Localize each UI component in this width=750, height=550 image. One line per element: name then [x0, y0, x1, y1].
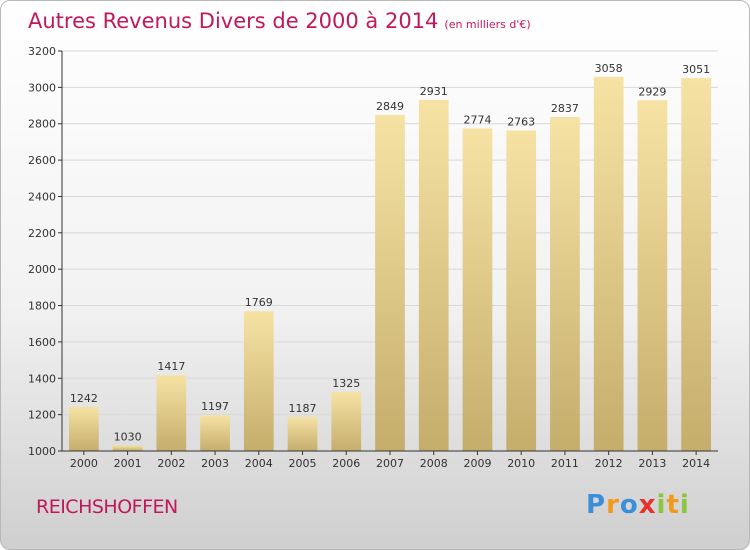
bar-2006	[331, 391, 362, 451]
y-tick-label: 3000	[28, 81, 56, 94]
data-label: 2763	[507, 115, 535, 128]
logo-letter: i	[679, 490, 690, 520]
x-tick-label: 2012	[595, 457, 623, 470]
data-label: 1030	[114, 431, 142, 444]
bar-2013	[637, 100, 668, 451]
bar-2009	[462, 128, 493, 452]
y-tick-label: 1600	[28, 336, 56, 349]
x-tick-label: 2000	[70, 457, 98, 470]
x-tick-label: 2006	[332, 457, 360, 470]
x-tick-label: 2013	[638, 457, 666, 470]
bar-2012	[593, 76, 624, 452]
y-tick-label: 2400	[28, 190, 56, 203]
x-tick-label: 2005	[289, 457, 317, 470]
x-tick-label: 2003	[201, 457, 229, 470]
proxiti-logo: Proxiti	[586, 490, 690, 520]
logo-letter: P	[586, 490, 607, 520]
y-tick-label: 3200	[28, 45, 56, 58]
logo-letter: r	[606, 490, 620, 520]
y-tick-label: 2600	[28, 154, 56, 167]
y-tick-label: 2000	[28, 263, 56, 276]
y-tick-label: 2200	[28, 227, 56, 240]
data-label: 1769	[245, 296, 273, 309]
y-tick-label: 1400	[28, 372, 56, 385]
x-tick-label: 2007	[376, 457, 404, 470]
x-tick-label: 2002	[157, 457, 185, 470]
logo-letter: t	[666, 490, 680, 520]
x-tick-label: 2004	[245, 457, 273, 470]
data-label: 3058	[595, 62, 623, 75]
data-label: 1187	[289, 402, 317, 415]
y-tick-label: 1000	[28, 445, 56, 458]
logo-letter: o	[619, 490, 639, 520]
y-tick-label: 1800	[28, 300, 56, 313]
bar-2000	[68, 407, 99, 451]
bar-2007	[375, 114, 405, 452]
y-tick-label: 2800	[28, 118, 56, 131]
logo-letter: i	[656, 490, 667, 520]
bars	[68, 76, 712, 452]
x-tick-label: 2001	[114, 457, 142, 470]
chart-subtitle: (en milliers d'€)	[444, 18, 531, 31]
bar-2003	[200, 415, 230, 451]
x-tick-label: 2008	[420, 457, 448, 470]
data-label: 2837	[551, 102, 579, 115]
x-tick-labels: 2000 2001 2002 2003 2004 2005 2006 2007 2008 2009…	[70, 451, 710, 470]
data-label: 2849	[376, 100, 404, 113]
data-label: 1242	[70, 392, 98, 405]
logo-letter: x	[638, 490, 657, 520]
bar-2002	[156, 375, 187, 451]
data-label: 1325	[332, 377, 360, 390]
city-name: REICHSHOFFEN	[36, 496, 178, 518]
data-label: 2931	[420, 85, 448, 98]
y-tick-labels: 1000 1200 1400 1600 1800 2000 2200 2400 2600 2800…	[28, 45, 56, 458]
x-tick-label: 2009	[463, 457, 491, 470]
x-tick-label: 2014	[682, 457, 710, 470]
bar-2011	[550, 117, 580, 451]
y-tick-label: 1200	[28, 409, 56, 422]
data-label: 3051	[682, 63, 710, 76]
data-label: 2774	[463, 113, 491, 126]
x-tick-label: 2010	[507, 457, 535, 470]
bar-2001	[112, 445, 143, 451]
x-tick-label: 2011	[551, 457, 579, 470]
chart-title-text: Autres Revenus Divers de 2000 à 2014	[28, 9, 439, 33]
data-labels: 1242 1030 1417 1197 1769 1187 1325 2849 2931 2774…	[70, 62, 710, 444]
data-label: 1417	[157, 360, 185, 373]
chart-title: Autres Revenus Divers de 2000 à 2014 (en …	[28, 9, 531, 33]
data-label: 1197	[201, 400, 229, 413]
data-label: 2929	[638, 85, 666, 98]
bar-2014	[681, 78, 712, 451]
bar-2004	[243, 311, 274, 451]
bar-2010	[506, 130, 537, 452]
bar-2005	[287, 417, 318, 451]
bar-2008	[418, 99, 449, 451]
